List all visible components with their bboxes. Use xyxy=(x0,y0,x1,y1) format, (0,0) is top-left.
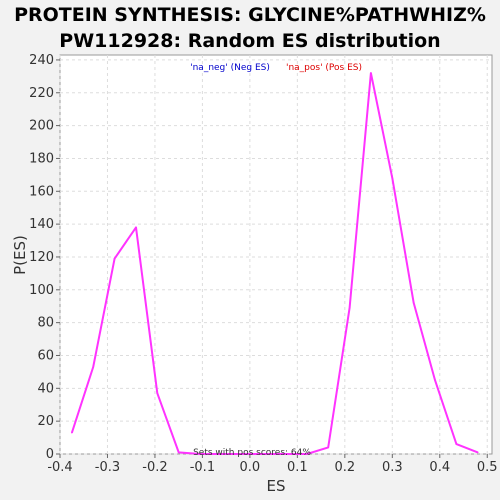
data-point xyxy=(241,453,244,455)
chart-title-line-2: PW112928: Random ES distribution xyxy=(59,30,440,52)
y-tick-label: 40 xyxy=(37,381,54,396)
legend-pos: 'na_pos' (Pos ES) xyxy=(286,63,362,73)
data-point xyxy=(199,453,201,455)
data-point xyxy=(92,366,95,368)
data-point xyxy=(370,72,372,74)
legend-neg: 'na_neg' (Neg ES) xyxy=(190,63,270,73)
series-line xyxy=(70,72,479,455)
x-tick-label: 0.4 xyxy=(429,460,450,475)
series-layer xyxy=(70,72,479,455)
chart-title-line-1: PROTEIN SYNTHESIS: GLYCINE%PATHWHIZ% xyxy=(14,4,486,26)
y-tick-label: 20 xyxy=(37,414,54,429)
y-tick-label: 160 xyxy=(29,184,54,199)
y-tick-label: 240 xyxy=(29,53,54,68)
tick-layer: -0.4 -0.3 -0.2 -0.1 0.0 0.1 0.2 0.3 0.4 0.5 0 20 40 6… xyxy=(29,53,497,475)
data-point xyxy=(135,226,137,229)
data-point xyxy=(220,453,223,455)
data-point xyxy=(391,177,394,179)
x-tick-label: 0.2 xyxy=(334,460,355,475)
y-tick-label: 140 xyxy=(29,217,54,232)
x-tick-label: 0.3 xyxy=(382,460,403,475)
grid-layer xyxy=(59,55,492,455)
x-axis-label: ES xyxy=(267,477,286,495)
data-point xyxy=(348,307,351,309)
x-tick-label: -0.1 xyxy=(190,460,215,475)
data-point xyxy=(263,453,265,455)
y-tick-label: 0 xyxy=(46,447,54,462)
y-tick-label: 60 xyxy=(37,348,54,363)
y-tick-label: 100 xyxy=(29,283,54,298)
data-point xyxy=(156,392,159,395)
x-tick-label: -0.2 xyxy=(142,460,167,475)
x-tick-label: 0.1 xyxy=(287,460,308,475)
y-axis-label: P(ES) xyxy=(11,235,29,275)
x-tick-label: -0.4 xyxy=(47,460,72,475)
y-tick-label: 80 xyxy=(37,316,54,331)
y-tick-label: 200 xyxy=(29,119,54,134)
data-point xyxy=(284,453,287,455)
data-point xyxy=(476,451,479,454)
data-point xyxy=(327,446,330,449)
plot-area xyxy=(59,54,493,455)
data-point xyxy=(412,302,415,304)
data-point xyxy=(113,257,116,260)
data-point xyxy=(177,451,180,454)
annotation-pos-scores: Sets with pos scores: 64% xyxy=(193,448,311,458)
data-point xyxy=(455,443,458,445)
y-tick-label: 120 xyxy=(29,250,54,265)
data-point xyxy=(306,453,308,455)
data-point xyxy=(434,379,436,381)
x-tick-label: 0.0 xyxy=(240,460,261,475)
x-tick-label: -0.3 xyxy=(95,460,120,475)
data-point xyxy=(71,431,73,434)
y-tick-label: 220 xyxy=(29,86,54,101)
x-tick-label: 0.5 xyxy=(477,460,498,475)
y-tick-label: 180 xyxy=(29,151,54,166)
